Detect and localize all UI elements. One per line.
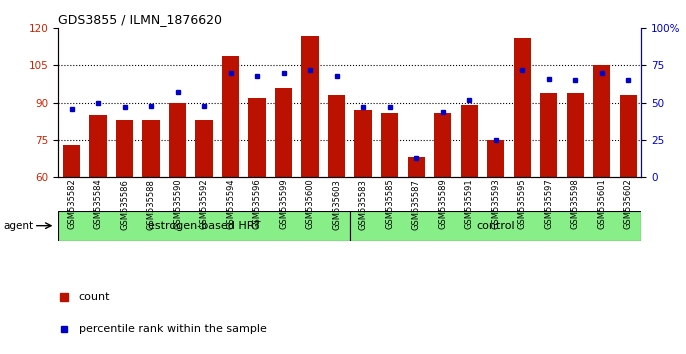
Bar	[619, 95, 637, 177]
Text: GSM535598: GSM535598	[571, 179, 580, 229]
Bar	[116, 120, 133, 177]
Text: control: control	[476, 221, 515, 231]
Bar	[434, 113, 451, 177]
Bar	[196, 120, 213, 177]
Text: GSM535601: GSM535601	[597, 179, 606, 229]
Text: GSM535600: GSM535600	[305, 179, 315, 229]
Bar	[143, 120, 160, 177]
Bar	[381, 113, 399, 177]
Bar	[350, 211, 641, 241]
Bar	[169, 103, 186, 177]
Bar	[328, 95, 345, 177]
Text: GSM535585: GSM535585	[385, 179, 394, 229]
Bar	[593, 65, 611, 177]
Text: GSM535602: GSM535602	[624, 179, 632, 229]
Text: GSM535586: GSM535586	[120, 179, 129, 229]
Text: GSM535603: GSM535603	[332, 179, 341, 229]
Text: GSM535590: GSM535590	[173, 179, 182, 229]
Bar	[460, 105, 477, 177]
Text: GSM535587: GSM535587	[412, 179, 421, 229]
Bar	[248, 98, 265, 177]
Text: GDS3855 / ILMN_1876620: GDS3855 / ILMN_1876620	[58, 13, 222, 26]
Bar	[487, 140, 504, 177]
Bar	[407, 157, 425, 177]
Text: GSM535583: GSM535583	[359, 179, 368, 229]
Text: GSM535599: GSM535599	[279, 179, 288, 229]
Text: count: count	[79, 292, 110, 302]
Bar	[514, 38, 531, 177]
Text: GSM535582: GSM535582	[67, 179, 76, 229]
Text: agent: agent	[3, 221, 33, 231]
Text: GSM535594: GSM535594	[226, 179, 235, 229]
Bar	[63, 145, 80, 177]
Bar	[89, 115, 107, 177]
Bar	[301, 36, 319, 177]
Bar	[58, 211, 350, 241]
Bar	[222, 56, 239, 177]
Text: percentile rank within the sample: percentile rank within the sample	[79, 324, 267, 334]
Bar	[275, 88, 292, 177]
Text: GSM535588: GSM535588	[147, 179, 156, 229]
Text: GSM535597: GSM535597	[544, 179, 553, 229]
Text: GSM535591: GSM535591	[464, 179, 473, 229]
Text: GSM535593: GSM535593	[491, 179, 500, 229]
Text: GSM535589: GSM535589	[438, 179, 447, 229]
Text: estrogen-based HRT: estrogen-based HRT	[148, 221, 260, 231]
Text: GSM535584: GSM535584	[93, 179, 103, 229]
Text: GSM535595: GSM535595	[518, 179, 527, 229]
Bar	[540, 93, 557, 177]
Bar	[567, 93, 584, 177]
Bar	[355, 110, 372, 177]
Text: GSM535592: GSM535592	[200, 179, 209, 229]
Text: GSM535596: GSM535596	[252, 179, 261, 229]
